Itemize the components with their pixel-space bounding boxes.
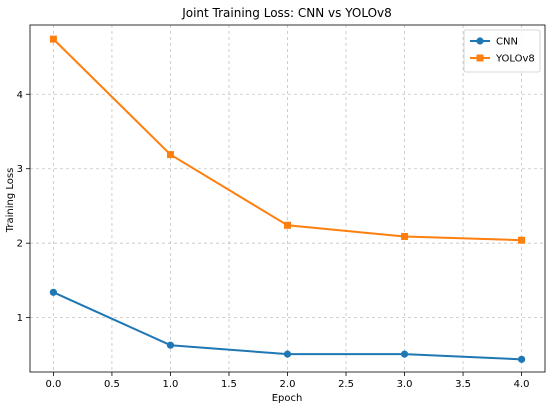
legend-item: YOLOv8 xyxy=(470,54,535,65)
x-axis-label: Epoch xyxy=(272,393,303,404)
data-point xyxy=(49,35,57,43)
x-tick-label: 3.5 xyxy=(455,379,471,390)
data-point xyxy=(166,341,175,349)
series-cnn xyxy=(49,288,526,363)
legend-marker xyxy=(476,37,484,45)
grid xyxy=(30,25,545,372)
y-tick-label: 4 xyxy=(17,90,23,101)
data-point xyxy=(401,232,409,240)
chart-title: Joint Training Loss: CNN vs YOLOv8 xyxy=(181,6,392,20)
x-tick-label: 3.0 xyxy=(397,379,413,390)
y-axis: 1 2 3 4 xyxy=(17,90,30,324)
x-tick-label: 1.5 xyxy=(221,379,237,390)
y-tick-label: 1 xyxy=(17,313,23,324)
x-tick-label: 2.0 xyxy=(280,379,296,390)
data-point xyxy=(400,350,409,358)
x-tick-label: 1.0 xyxy=(163,379,179,390)
series-yolov8 xyxy=(49,35,526,244)
data-point xyxy=(49,288,58,296)
legend: CNN YOLOv8 xyxy=(463,29,541,73)
legend-label: YOLOv8 xyxy=(495,54,535,65)
data-point xyxy=(284,221,291,229)
y-tick-label: 2 xyxy=(17,239,23,250)
data-point xyxy=(283,350,292,358)
legend-label: CNN xyxy=(496,37,518,48)
series-layer xyxy=(49,35,526,363)
y-tick-label: 3 xyxy=(17,164,23,175)
data-point xyxy=(518,236,526,244)
legend-marker xyxy=(476,54,484,62)
x-tick-label: 0.5 xyxy=(104,379,120,390)
data-point xyxy=(166,151,174,159)
x-tick-label: 0.0 xyxy=(45,379,61,390)
x-tick-label: 4.0 xyxy=(514,379,530,390)
legend-item: CNN xyxy=(470,37,518,48)
x-axis: 0.0 0.5 1.0 1.5 2.0 2.5 3.0 3.5 4.0 xyxy=(45,372,530,390)
data-point xyxy=(517,355,526,363)
x-tick-label: 2.5 xyxy=(338,379,354,390)
y-axis-label: Training Loss xyxy=(5,168,16,234)
